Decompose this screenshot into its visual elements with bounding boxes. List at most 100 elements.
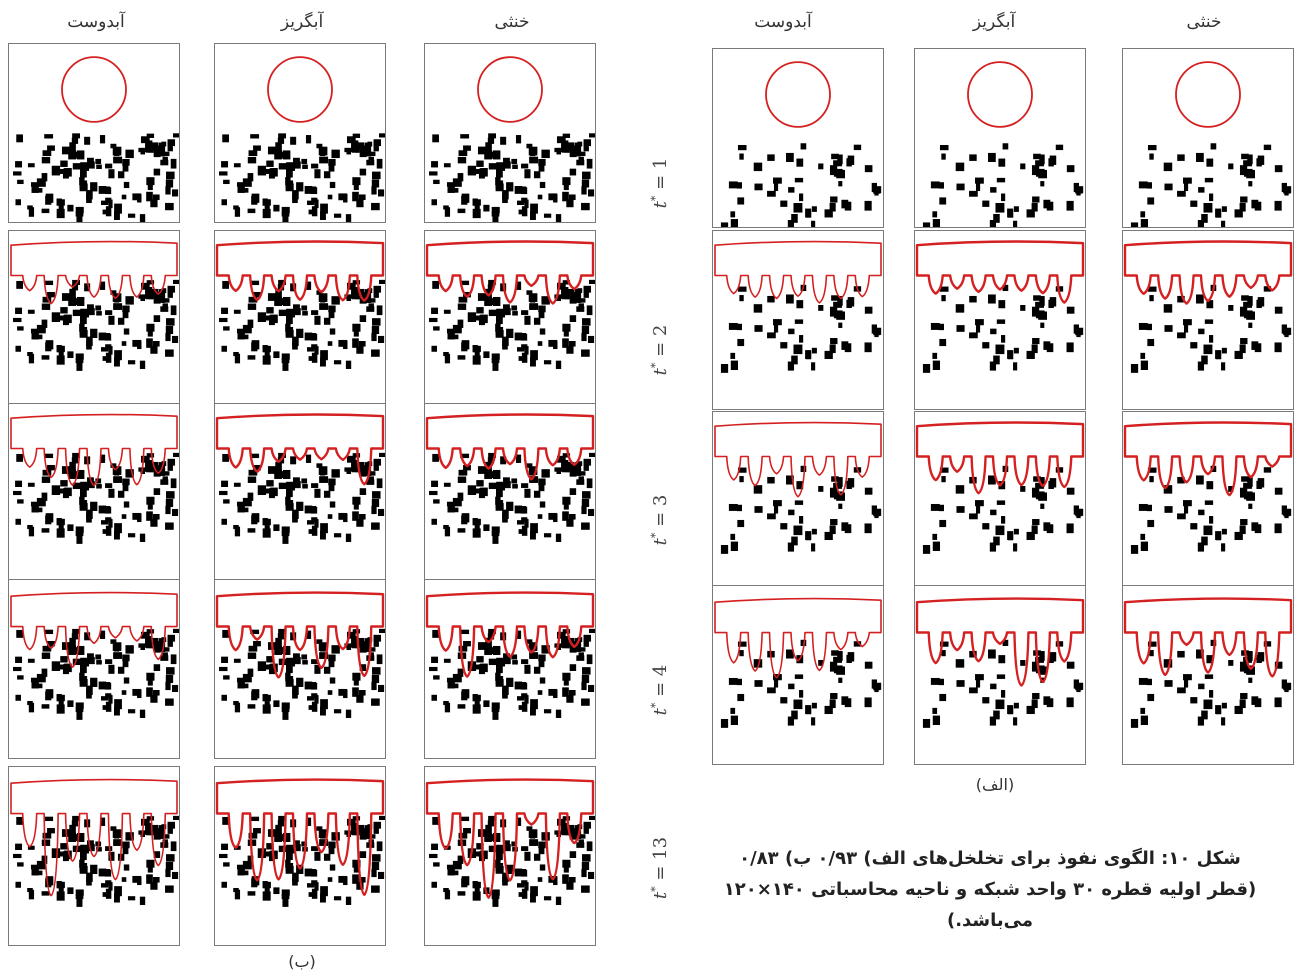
obstacle <box>555 214 562 222</box>
obstacle <box>1076 682 1084 690</box>
obstacle <box>444 526 451 537</box>
obstacle <box>1038 169 1048 179</box>
obstacle <box>13 171 22 176</box>
obstacle <box>521 682 527 688</box>
obstacle <box>327 341 333 346</box>
obstacle <box>514 868 523 877</box>
obstacle <box>234 353 241 364</box>
obstacle <box>247 855 254 864</box>
obstacle <box>495 488 503 498</box>
obstacle <box>333 533 342 538</box>
obstacle <box>521 163 529 169</box>
obstacle <box>941 295 946 302</box>
obstacle <box>554 294 563 299</box>
obstacle <box>446 677 456 683</box>
obstacle <box>583 825 589 834</box>
obstacle <box>266 160 274 167</box>
obstacle <box>529 839 539 846</box>
obstacle <box>71 284 79 291</box>
interface-outline <box>215 413 385 486</box>
obstacle <box>488 815 497 821</box>
obstacle <box>452 497 462 507</box>
obstacle <box>773 679 779 688</box>
obstacle <box>556 631 566 639</box>
obstacle <box>345 533 352 542</box>
obstacle <box>27 163 35 168</box>
obstacle <box>569 295 577 304</box>
obstacle <box>1149 650 1154 657</box>
obstacle <box>524 695 529 704</box>
obstacle <box>1066 165 1075 173</box>
obstacle <box>787 219 795 227</box>
obstacle <box>1183 505 1189 514</box>
obstacle <box>138 294 147 299</box>
obstacle <box>446 864 456 870</box>
obstacle <box>162 303 168 308</box>
obstacle <box>530 350 538 361</box>
obstacle <box>320 645 326 652</box>
obstacle <box>371 202 380 211</box>
obstacle <box>114 149 120 157</box>
obstacle <box>444 702 451 713</box>
obstacle <box>311 659 319 664</box>
obstacle <box>248 645 258 652</box>
obstacle <box>811 206 817 212</box>
obstacle <box>518 892 525 897</box>
obstacle <box>794 177 804 183</box>
obstacle <box>62 664 69 675</box>
obstacle <box>1032 693 1040 700</box>
obstacle <box>167 821 176 829</box>
obstacle <box>1031 165 1040 176</box>
obstacle <box>33 507 43 513</box>
obstacle <box>127 213 136 218</box>
obstacle <box>359 644 367 653</box>
obstacle <box>221 199 227 206</box>
obstacle <box>569 644 577 653</box>
obstacle <box>811 362 816 371</box>
obstacle <box>15 843 23 850</box>
obstacle <box>541 149 550 159</box>
obstacle <box>248 469 258 476</box>
obstacle <box>1190 342 1198 349</box>
obstacle <box>28 889 35 900</box>
obstacle <box>492 214 499 222</box>
obstacle <box>351 830 360 836</box>
obstacle <box>221 694 227 701</box>
obstacle <box>483 700 490 708</box>
obstacle <box>372 667 381 675</box>
obstacle <box>377 684 385 693</box>
obstacle <box>526 826 533 831</box>
obstacle <box>1198 509 1205 516</box>
obstacle <box>98 186 107 194</box>
obstacle <box>506 328 514 338</box>
obstacle <box>1206 655 1214 664</box>
obstacle <box>1048 299 1054 308</box>
obstacle <box>1209 690 1214 698</box>
obstacle <box>1031 661 1040 672</box>
obstacle <box>457 173 464 182</box>
obstacle <box>874 508 882 516</box>
obstacle <box>123 501 130 508</box>
obstacle <box>329 501 336 508</box>
obstacle <box>537 690 543 695</box>
obstacle <box>496 481 506 491</box>
obstacle <box>146 672 155 681</box>
obstacle <box>278 133 287 139</box>
obstacle <box>474 315 483 321</box>
obstacle <box>573 292 579 300</box>
obstacle <box>308 356 315 361</box>
obstacle <box>302 311 308 316</box>
obstacle <box>114 699 122 710</box>
obstacle <box>170 158 177 169</box>
obstacle <box>150 345 158 354</box>
obstacle <box>506 501 514 511</box>
obstacle <box>800 639 807 647</box>
obstacle <box>373 634 382 642</box>
obstacle <box>538 482 545 492</box>
obstacle <box>56 528 65 538</box>
obstacle <box>247 668 254 677</box>
obstacle <box>320 149 326 157</box>
interface-outline <box>425 778 595 899</box>
obstacle <box>1177 476 1185 484</box>
obstacle <box>41 652 51 659</box>
